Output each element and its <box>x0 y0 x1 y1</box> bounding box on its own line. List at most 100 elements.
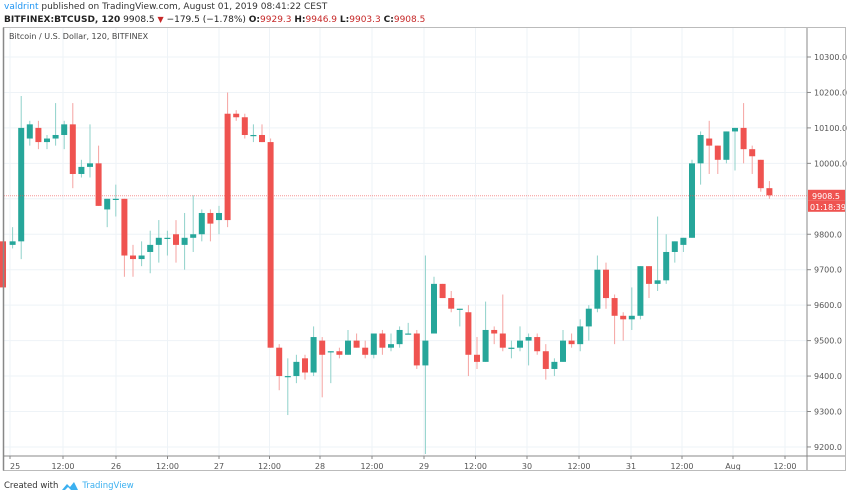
candle <box>697 134 704 164</box>
time-tick-label: 28 <box>315 462 325 471</box>
time-tick-label: 31 <box>626 462 636 471</box>
candle <box>259 134 265 143</box>
price-axis[interactable]: 10300.0 10200.0 10100.0 10000.0 9800.0 9700.0… <box>807 53 847 452</box>
author-link[interactable]: valdrint <box>4 2 39 12</box>
price-change: −179.5 (−1.78%) <box>166 15 246 25</box>
tradingview-logo-icon <box>62 482 79 490</box>
candle <box>379 333 386 348</box>
tradingview-link[interactable]: TradingView <box>82 481 134 491</box>
candle <box>18 127 25 242</box>
candle <box>336 351 343 355</box>
price-tick-label: 10000.0 <box>814 159 847 168</box>
time-tick-label: 12:00 <box>51 462 74 471</box>
price-tick-label: 9500.0 <box>814 337 842 346</box>
time-tick-label: 30 <box>522 462 532 471</box>
time-tick-label: 27 <box>214 462 224 471</box>
candle <box>35 127 42 143</box>
candle <box>671 241 678 252</box>
candle <box>44 138 50 143</box>
candle <box>224 113 231 221</box>
down-triangle-icon: ▼ <box>157 15 164 24</box>
price-tick-label: 9800.0 <box>814 230 842 239</box>
candle <box>448 298 455 309</box>
created-with-text: Created with <box>4 481 59 491</box>
candle <box>482 329 489 362</box>
candle <box>267 142 274 348</box>
candle <box>345 340 351 355</box>
symbol-label: BITFINEX:BTCUSD, 120 <box>4 15 121 25</box>
candle <box>680 237 687 245</box>
last-price: 9908.5 <box>123 15 155 25</box>
candle <box>78 166 85 174</box>
price-tick-label: 9400.0 <box>814 372 842 381</box>
candle <box>749 149 756 157</box>
candle <box>646 266 652 284</box>
candle <box>155 237 162 245</box>
candle <box>52 134 59 139</box>
time-tick-label: 26 <box>111 462 121 471</box>
time-tick-label: 12:00 <box>156 462 179 471</box>
candle <box>353 340 360 348</box>
time-axis[interactable]: 25 12:00 26 12:00 27 12:00 28 12:00 29 12:00 30 12:… <box>9 456 797 471</box>
candle <box>405 333 412 335</box>
candle <box>181 237 188 245</box>
candle <box>233 113 240 118</box>
candle <box>9 241 16 245</box>
candles <box>0 92 773 455</box>
candle <box>508 347 515 349</box>
candle <box>362 347 369 355</box>
candle <box>465 312 472 355</box>
candle <box>422 340 429 366</box>
candle <box>61 124 68 135</box>
candle <box>654 280 661 284</box>
candle <box>603 269 609 299</box>
time-tick-label: 12:00 <box>567 462 590 471</box>
candle <box>104 198 111 210</box>
candle <box>216 212 222 221</box>
price-tick-label: 9600.0 <box>814 301 842 310</box>
high-value: 9946.9 <box>305 15 338 25</box>
close-value: 9908.5 <box>393 15 426 25</box>
candle <box>620 315 627 320</box>
time-tick-label: 12:00 <box>258 462 281 471</box>
candle <box>138 255 145 260</box>
time-tick-label: 29 <box>419 462 429 471</box>
open-label: O: <box>248 15 261 25</box>
close-label: C: <box>383 15 394 25</box>
candle <box>284 376 291 378</box>
candle <box>714 145 721 160</box>
candle <box>173 234 179 245</box>
chart-legend: Bitcoin / U.S. Dollar, 120, BITFINEX <box>9 32 149 41</box>
candle <box>585 308 592 327</box>
candle <box>568 340 575 345</box>
candle <box>499 333 506 348</box>
candle <box>439 283 446 299</box>
candle <box>594 269 601 309</box>
candle <box>276 347 283 377</box>
time-tick-label: Aug <box>725 462 741 471</box>
candle <box>689 163 695 238</box>
candle <box>69 124 76 174</box>
candle <box>121 198 128 256</box>
candle <box>628 315 635 320</box>
candle <box>456 308 463 310</box>
candle <box>663 251 670 281</box>
price-tick-label: 9700.0 <box>814 266 842 275</box>
candle <box>388 344 394 348</box>
grid <box>4 28 807 456</box>
low-label: L: <box>339 15 350 25</box>
candle <box>474 354 480 362</box>
candle <box>95 163 102 206</box>
candle <box>491 329 498 334</box>
last-price-label: 9908.5 01:18:39 <box>808 189 846 212</box>
symbol-info: BITFINEX:BTCUSD, 120 9908.5 ▼ −179.5 (−1… <box>4 15 425 25</box>
low-value: 9903.3 <box>349 15 381 25</box>
candle <box>740 127 747 150</box>
candle <box>302 358 308 373</box>
candle <box>431 283 437 334</box>
candle <box>310 337 317 373</box>
open-value: 9929.3 <box>260 15 292 25</box>
candle <box>757 159 764 189</box>
candle <box>534 337 541 352</box>
